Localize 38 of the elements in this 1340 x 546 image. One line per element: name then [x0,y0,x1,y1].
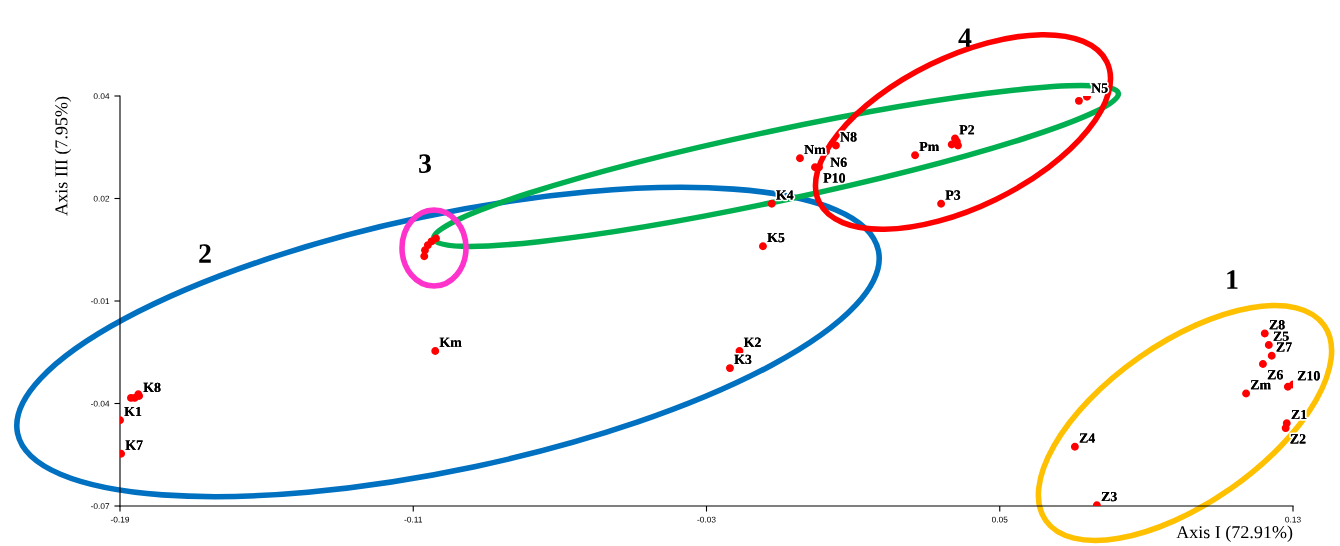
annotation: N8 [840,132,857,142]
annotation: P3 [945,190,961,200]
annotation: Z4 [1079,433,1096,443]
text: 4 [958,28,972,47]
annotation: K2 [743,337,761,347]
annotation: Z8 [1269,320,1285,330]
annotation: K8 [143,382,161,393]
x-tick-label: -0.11 [404,516,423,523]
annotation: N6 [830,157,847,167]
annotation: K5 [767,232,785,243]
annotation: Z2 [1290,434,1306,444]
annotation: K1 [124,406,142,417]
y-tick-label: -0.04 [90,400,110,407]
annotation: Z5 [1273,331,1289,341]
x-tick-label: 0.05 [991,516,1008,523]
y-tick-label: -0.07 [90,503,110,510]
annotation: 3 [419,154,431,173]
x-tick-label: -0.03 [697,516,716,523]
annotation: K3 [734,354,752,365]
x-tick-label: 0.13 [1285,516,1301,523]
annotation: Z3 [1101,491,1117,502]
y-tick-label: 0.02 [93,195,110,202]
annotation: Z7 [1276,342,1292,352]
annotation: Z10 [1297,371,1320,381]
annotation: Pm [919,142,940,152]
y-axis-title: Axis III (7.95%) [54,96,72,216]
x-axis-title: Axis I (72.91%) [1176,525,1293,542]
annotation: P2 [959,125,975,135]
annotation: 2 [199,244,211,263]
annotation: Zm [1250,380,1271,390]
annotation: Z6 [1267,370,1283,380]
y-tick-label: -0.01 [90,298,110,305]
x-tick-label: -0.19 [110,516,130,523]
annotation: K7 [125,440,143,450]
annotation: P10 [823,173,846,183]
y-tick-label: 0.04 [93,93,110,100]
annotation: Km [439,337,462,347]
annotation: 1 [1227,270,1238,289]
